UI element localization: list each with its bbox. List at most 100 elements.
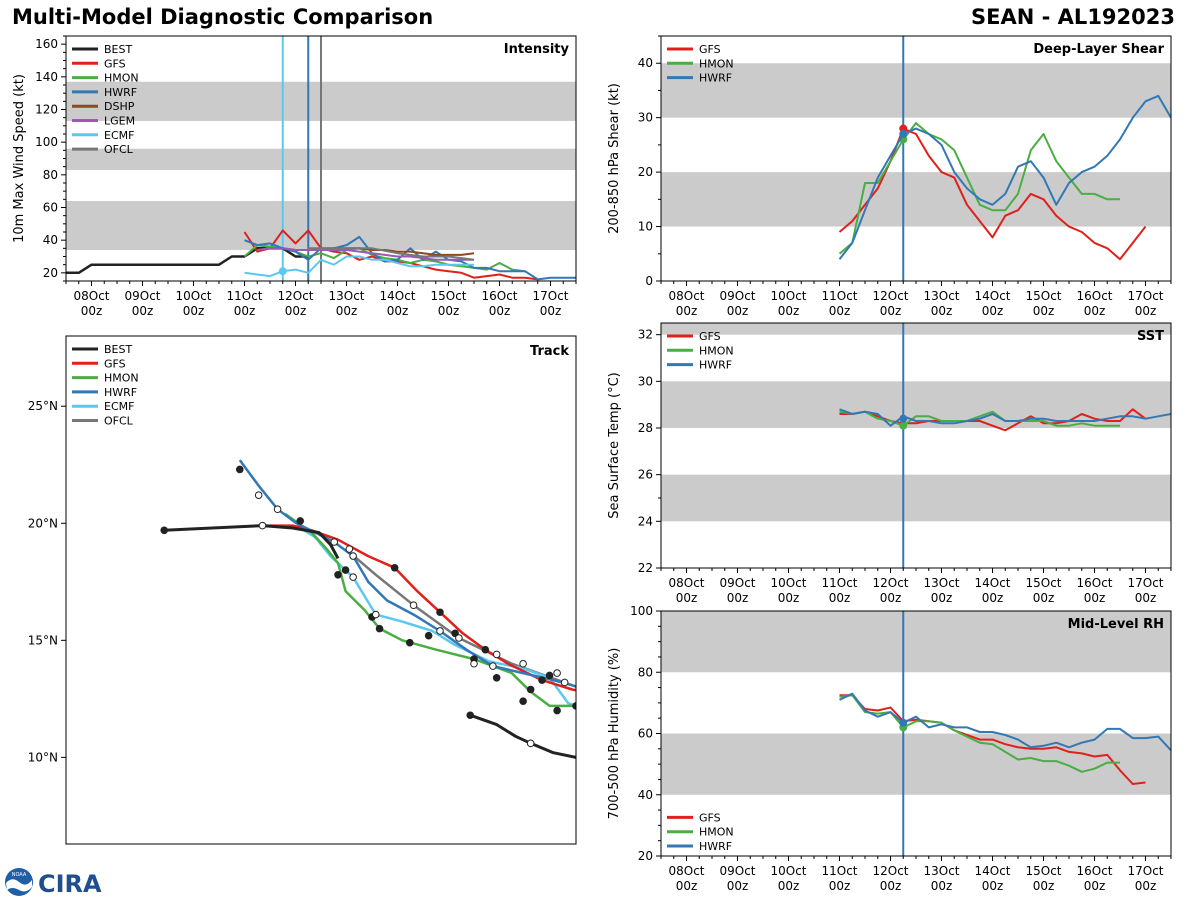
x-tick-label-hour: 00z <box>387 304 409 318</box>
shade-band <box>661 63 1171 118</box>
x-tick-label-hour: 00z <box>727 879 749 893</box>
x-tick-label-hour: 00z <box>931 591 953 605</box>
x-tick-label-date: 14Oct <box>974 289 1010 303</box>
series-hwrf <box>839 408 1171 427</box>
legend-label-gfs: GFS <box>699 43 721 56</box>
track-end-ecmf <box>636 716 644 724</box>
track-point-filled <box>334 570 342 579</box>
x-tick-label-hour: 00z <box>676 591 698 605</box>
lat-tick-label: 15°N <box>28 633 58 647</box>
panel-title: Mid-Level RH <box>1068 617 1164 632</box>
track-gfs <box>262 524 576 692</box>
track-point-filled <box>405 638 414 647</box>
track-point-filled <box>375 624 384 633</box>
y-tick-label: 20 <box>43 266 58 280</box>
x-tick-label-hour: 00z <box>81 304 103 318</box>
lat-tick-label: 10°N <box>28 750 58 764</box>
legend-label-gfs: GFS <box>699 330 721 343</box>
track-point-filled <box>526 685 535 694</box>
marker-hmon <box>899 421 908 430</box>
storm-title: SEAN - AL192023 <box>971 5 1175 29</box>
legend-label-hmon: HMON <box>699 344 734 357</box>
x-tick-label-date: 17Oct <box>1127 576 1163 590</box>
track-point-filled <box>424 631 433 640</box>
series-hmon <box>838 122 1120 255</box>
y-tick-label: 140 <box>35 70 58 84</box>
track-point-filled <box>235 465 244 474</box>
y-tick-label: 28 <box>638 421 653 435</box>
track-point-filled <box>584 688 592 696</box>
series-hmon <box>839 410 1120 427</box>
x-tick-label-hour: 00z <box>1033 591 1055 605</box>
legend-label-gfs: GFS <box>104 357 126 370</box>
x-tick-label-hour: 00z <box>880 879 902 893</box>
plot-area <box>661 36 1171 281</box>
legend-label-best: BEST <box>104 43 132 56</box>
series-hwrf <box>839 692 1171 751</box>
marker-hwrf <box>899 414 908 423</box>
track-point-filled <box>572 702 576 710</box>
x-tick-label-hour: 00z <box>1084 591 1106 605</box>
legend-label-ofcl: OFCL <box>104 415 134 428</box>
x-tick-label-hour: 00z <box>489 304 511 318</box>
y-tick-label: 30 <box>638 111 653 125</box>
x-tick-label-date: 10Oct <box>175 289 211 303</box>
y-axis-label: 200-850 hPa Shear (kt) <box>607 83 622 234</box>
track-point-filled <box>466 711 475 720</box>
x-tick-label-hour: 00z <box>285 304 307 318</box>
x-tick-label-hour: 00z <box>132 304 154 318</box>
x-tick-label-date: 12Oct <box>872 864 908 878</box>
shade-band <box>661 474 1171 522</box>
y-axis-label: 700-500 hPa Humidity (%) <box>607 648 622 820</box>
shade-band <box>661 733 1171 795</box>
track-point-open <box>470 659 478 668</box>
track-point-filled <box>553 706 561 715</box>
marker-hwrf <box>899 130 908 138</box>
track-point-open <box>622 696 629 703</box>
legend-label-dshp: DSHP <box>104 100 135 113</box>
x-tick-label-date: 15Oct <box>430 289 466 303</box>
y-tick-label: 24 <box>638 514 653 528</box>
y-tick-label: 20 <box>638 165 653 179</box>
legend-label-hmon: HMON <box>104 372 139 385</box>
marker-hwrf <box>899 718 908 727</box>
legend-label-hwrf: HWRF <box>699 840 732 853</box>
x-tick-label-hour: 00z <box>829 591 851 605</box>
x-tick-label-date: 14Oct <box>379 289 415 303</box>
track-best <box>469 713 576 759</box>
x-tick-label-hour: 00z <box>982 879 1004 893</box>
track-hwrf <box>238 459 576 688</box>
x-tick-label-hour: 00z <box>727 591 749 605</box>
x-tick-label-hour: 00z <box>778 591 800 605</box>
y-tick-label: 26 <box>638 468 653 482</box>
x-tick-label-hour: 00z <box>183 304 205 318</box>
y-axis-label: Sea Surface Temp (°C) <box>607 372 622 519</box>
x-tick-label-hour: 00z <box>1135 879 1157 893</box>
track-point-open <box>553 669 561 677</box>
y-tick-label: 160 <box>35 37 58 51</box>
x-tick-label-date: 10Oct <box>770 864 806 878</box>
x-tick-label-hour: 00z <box>1135 304 1157 318</box>
track-end-ofcl <box>598 692 606 700</box>
x-tick-label-hour: 00z <box>982 304 1004 318</box>
x-tick-label-date: 10Oct <box>770 576 806 590</box>
cira-label: CIRA <box>38 870 102 898</box>
x-tick-label-hour: 00z <box>931 879 953 893</box>
map-frame <box>65 335 577 845</box>
x-tick-label-hour: 00z <box>982 591 1004 605</box>
legend-label-hwrf: HWRF <box>104 386 137 399</box>
legend-label-hmon: HMON <box>699 57 734 70</box>
track-point-open <box>526 739 535 748</box>
series-gfs <box>839 694 1146 785</box>
track-point-filled <box>545 671 554 680</box>
series-best <box>66 247 309 275</box>
x-tick-label-hour: 00z <box>676 304 698 318</box>
track-point-filled <box>599 709 607 717</box>
track-point-filled <box>492 673 501 682</box>
x-tick-label-hour: 00z <box>1084 304 1106 318</box>
marker-ecmf <box>278 267 287 276</box>
